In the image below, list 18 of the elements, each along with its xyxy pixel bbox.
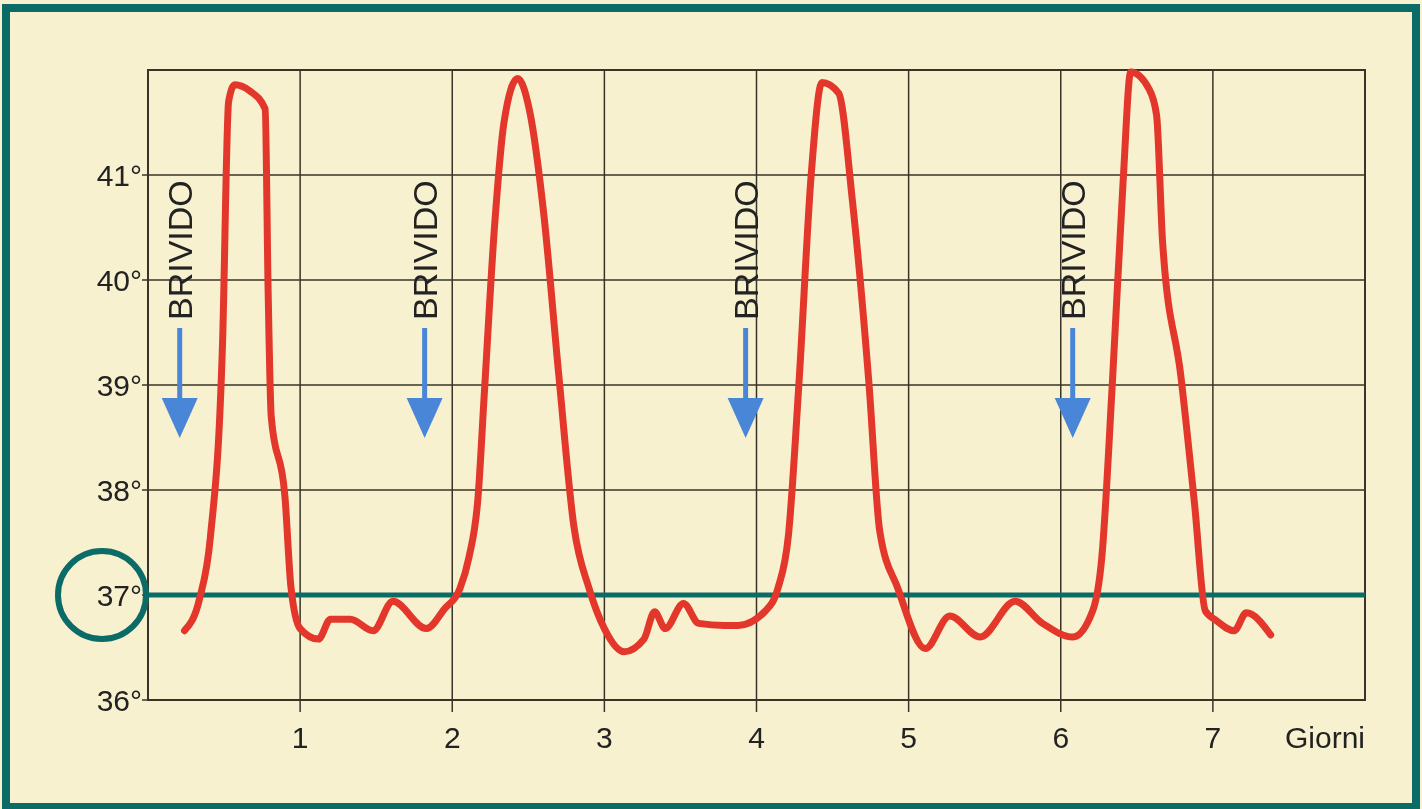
x-tick-label: 7 <box>1204 721 1222 754</box>
y-tick-label: 36° <box>96 683 142 717</box>
annotation: BRIVIDO <box>160 180 199 320</box>
x-tick-label: 1 <box>291 721 309 754</box>
y-tick-label: 41° <box>96 158 142 192</box>
y-tick-label: 38° <box>96 473 142 507</box>
x-tick-label: 3 <box>596 721 613 754</box>
y-tick-label: 40° <box>96 263 142 297</box>
y-tick-label: 39° <box>96 368 142 402</box>
x-tick-label: 4 <box>748 721 765 754</box>
annotation: BRIVIDO <box>726 180 765 320</box>
y-tick-label: 37° <box>96 578 142 612</box>
annotation: BRIVIDO <box>1053 180 1092 320</box>
x-tick-label: 2 <box>443 721 461 754</box>
annotation: BRIVIDO <box>405 180 444 320</box>
x-tick-label: 5 <box>900 721 917 754</box>
x-axis-title: Giorni <box>1284 721 1365 754</box>
x-tick-label: 6 <box>1052 721 1070 754</box>
